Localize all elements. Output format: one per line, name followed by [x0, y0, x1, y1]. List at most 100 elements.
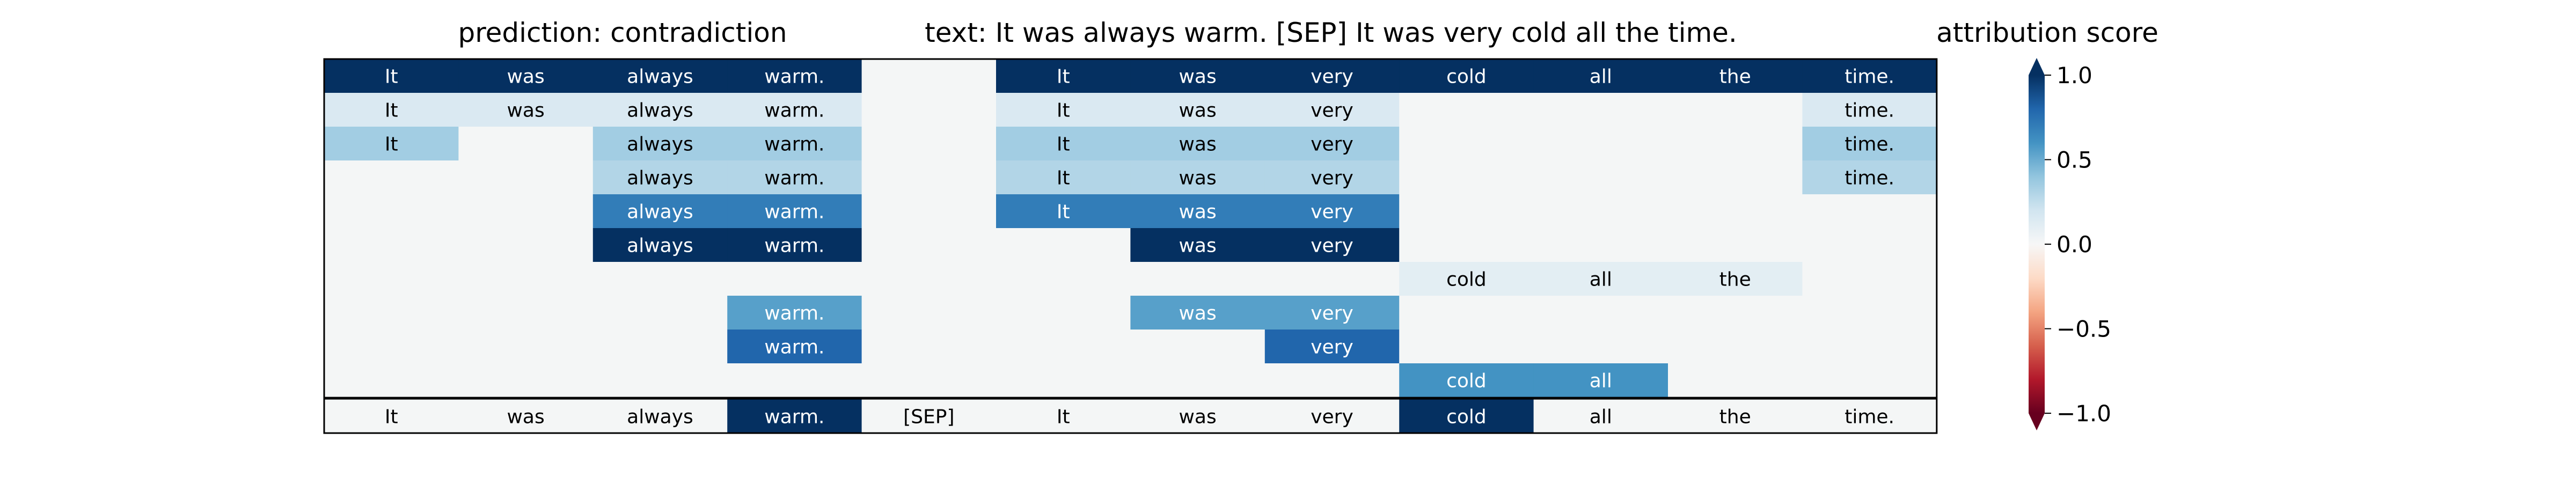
heatmap-cell	[324, 330, 459, 363]
heatmap-cell	[1399, 330, 1534, 363]
token-label: cold	[1446, 406, 1487, 428]
cell-token-label: always	[627, 201, 693, 223]
cell-token-label: cold	[1446, 370, 1487, 392]
token-cell	[1533, 399, 1668, 433]
cell-token-label: all	[1590, 269, 1612, 291]
cell-token-label: was	[1179, 134, 1216, 156]
heatmap-cell	[861, 363, 997, 397]
heatmap-border	[323, 58, 1938, 434]
heatmap-cell	[996, 228, 1131, 262]
heatmap-cell	[727, 228, 862, 262]
token-cell	[1130, 399, 1265, 433]
heatmap-cell	[996, 330, 1131, 363]
heatmap-cell	[1399, 363, 1534, 397]
heatmap-cell	[1130, 194, 1265, 228]
cell-token-label: was	[1179, 201, 1216, 223]
heatmap-cell	[1130, 59, 1265, 93]
heatmap-cell	[458, 228, 594, 262]
heatmap-cell	[324, 93, 459, 127]
heatmap-cell	[1668, 363, 1803, 397]
heatmap-cell	[996, 363, 1131, 397]
cell-token-label: was	[1179, 66, 1216, 88]
token-label: very	[1311, 406, 1353, 428]
heatmap-cell	[458, 160, 594, 194]
heatmap-cell	[324, 160, 459, 194]
token-label: [SEP]	[903, 406, 954, 428]
colorbar-min-extension	[2029, 413, 2045, 430]
cell-token-label: very	[1311, 167, 1353, 189]
heatmap-cell	[1399, 228, 1534, 262]
cell-token-label: It	[1057, 134, 1070, 156]
heatmap-cell	[592, 127, 728, 160]
token-cell	[861, 399, 997, 433]
heatmap-cell	[1802, 160, 1937, 194]
token-cell	[1668, 399, 1803, 433]
heatmap-cell	[1264, 59, 1400, 93]
heatmap-cell	[1130, 330, 1265, 363]
heatmap-cell	[324, 228, 459, 262]
token-cell	[1802, 399, 1937, 433]
heatmap-cell	[1399, 160, 1534, 194]
heatmap-cell	[861, 127, 997, 160]
colorbar: 1.0 0.5 0.0 −0.5 −1.0	[2029, 58, 2111, 430]
heatmap-cell	[996, 93, 1131, 127]
cell-token-label: time.	[1845, 167, 1894, 189]
heatmap-cell	[861, 160, 997, 194]
cell-token-label: always	[627, 100, 693, 122]
cell-token-label: was	[1179, 235, 1216, 257]
cell-token-label: very	[1311, 100, 1353, 122]
token-cell	[592, 399, 728, 433]
token-label: all	[1590, 406, 1612, 428]
heatmap-cell	[861, 330, 997, 363]
cell-token-label: warm.	[764, 201, 824, 223]
token-label: the	[1719, 406, 1751, 428]
heatmap-cell	[592, 160, 728, 194]
cell-token-label: It	[1057, 167, 1070, 189]
cell-token-label: time.	[1845, 134, 1894, 156]
heatmap-cell	[458, 262, 594, 296]
heatmap-cell	[324, 363, 459, 397]
cell-token-label: always	[627, 134, 693, 156]
cell-token-label: time.	[1845, 66, 1894, 88]
heatmap-cell	[324, 59, 459, 93]
colorbar-max-extension	[2029, 58, 2045, 75]
heatmap-cell	[458, 296, 594, 330]
heatmap-cell	[1802, 262, 1937, 296]
heatmap-cell	[1802, 296, 1937, 330]
heatmap-cell	[1533, 262, 1668, 296]
heatmap-cell	[1130, 127, 1265, 160]
colorbar-tick-label: 0.5	[2057, 147, 2092, 173]
heatmap-cell	[1130, 160, 1265, 194]
heatmap-cell	[1130, 296, 1265, 330]
heatmap-cell	[1533, 363, 1668, 397]
cell-token-label: It	[385, 100, 398, 122]
cell-token-label: warm.	[764, 303, 824, 325]
cell-token-label: warm.	[764, 134, 824, 156]
heatmap-cell	[592, 194, 728, 228]
cell-token-label: the	[1719, 269, 1751, 291]
prediction-label: prediction: contradiction	[458, 17, 787, 48]
token-label: was	[507, 406, 544, 428]
cell-token-label: cold	[1446, 269, 1487, 291]
cell-token-label: always	[627, 66, 693, 88]
heatmap-cell	[1802, 363, 1937, 397]
heatmap-cell	[1668, 127, 1803, 160]
token-label: time.	[1845, 406, 1894, 428]
cell-token-label: warm.	[764, 235, 824, 257]
token-cell	[996, 399, 1131, 433]
cell-token-label: warm.	[764, 336, 824, 358]
heatmap-cell	[1668, 296, 1803, 330]
heatmap-cell	[1802, 59, 1937, 93]
heatmap-cell	[1668, 262, 1803, 296]
heatmap-cell	[1668, 194, 1803, 228]
heatmap-cell	[1802, 93, 1937, 127]
cell-token-label: very	[1311, 303, 1353, 325]
heatmap-cell	[727, 330, 862, 363]
heatmap-cell	[458, 194, 594, 228]
heatmap-cell	[592, 59, 728, 93]
heatmap-cell	[861, 296, 997, 330]
heatmap-cell	[1533, 127, 1668, 160]
heatmap-cell	[1802, 194, 1937, 228]
heatmap-cell	[1802, 228, 1937, 262]
